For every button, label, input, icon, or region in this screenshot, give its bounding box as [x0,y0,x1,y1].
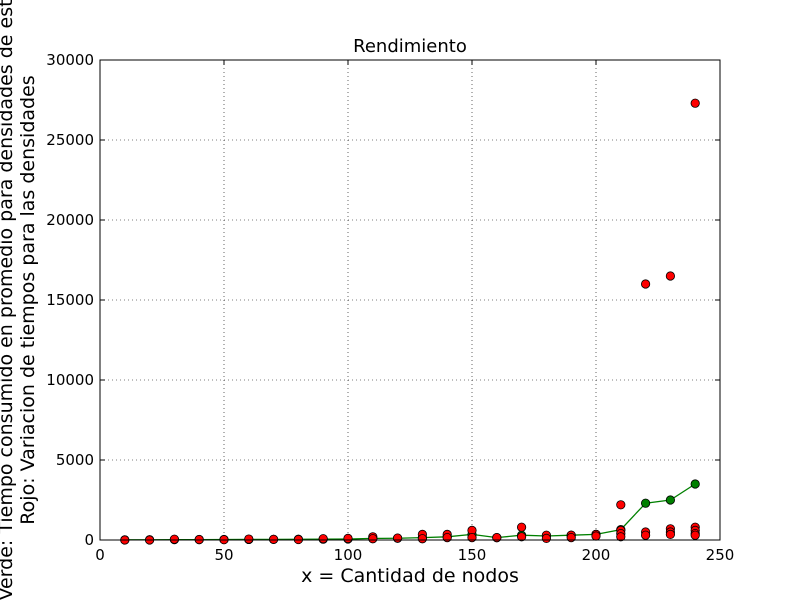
x-axis-label: x = Cantidad de nodos [301,565,519,587]
data-point [690,479,700,489]
y-tick-label: 5000 [56,451,94,469]
data-point [690,98,700,108]
plot-frame [99,59,721,541]
y-tick-label: 30000 [46,51,94,69]
data-point [665,529,676,540]
x-tick-label: 250 [706,546,735,564]
data-point [268,534,279,544]
data-point [616,500,626,510]
series-1 [120,98,700,545]
data-series [120,98,700,545]
y-tick-label: 25000 [46,131,94,149]
data-point [492,532,502,543]
data-point [516,532,527,542]
y-axis-label-line1: Verde: Tiempo consumido en promedio para… [0,0,17,600]
x-tick-label: 0 [95,546,105,564]
data-point [516,522,527,532]
data-point [690,530,700,540]
data-point [442,532,452,543]
x-tick-label: 200 [582,546,611,564]
x-tick-label: 150 [458,546,487,564]
data-point [244,534,254,544]
data-point [318,534,328,544]
y-tick-label: 15000 [46,291,94,309]
data-point [417,534,427,544]
data-point [640,279,651,289]
data-point [640,498,651,508]
data-point [541,533,552,544]
y-tick-labels: 0 5000 10000 15000 20000 25000 30000 [46,51,94,549]
y-axis-label-line2: Rojo: Variacion de tiempos para las dens… [17,75,39,524]
y-tick-label: 0 [84,531,94,549]
x-tick-label: 100 [334,546,363,564]
data-point [665,495,676,505]
y-tick-label: 20000 [46,211,94,229]
data-point [467,532,477,543]
x-tick-labels: 0 50 100 150 200 250 [95,546,734,564]
data-point [169,534,179,544]
data-point [566,532,576,543]
data-point [591,531,601,541]
data-point [343,533,353,544]
data-point [616,532,626,542]
data-point [368,534,378,544]
chart-title: Rendimiento [353,36,467,57]
data-point [392,533,403,543]
data-point [640,530,651,540]
data-point [665,271,676,281]
x-tick-label: 50 [214,546,233,564]
y-tick-label: 10000 [46,371,94,389]
